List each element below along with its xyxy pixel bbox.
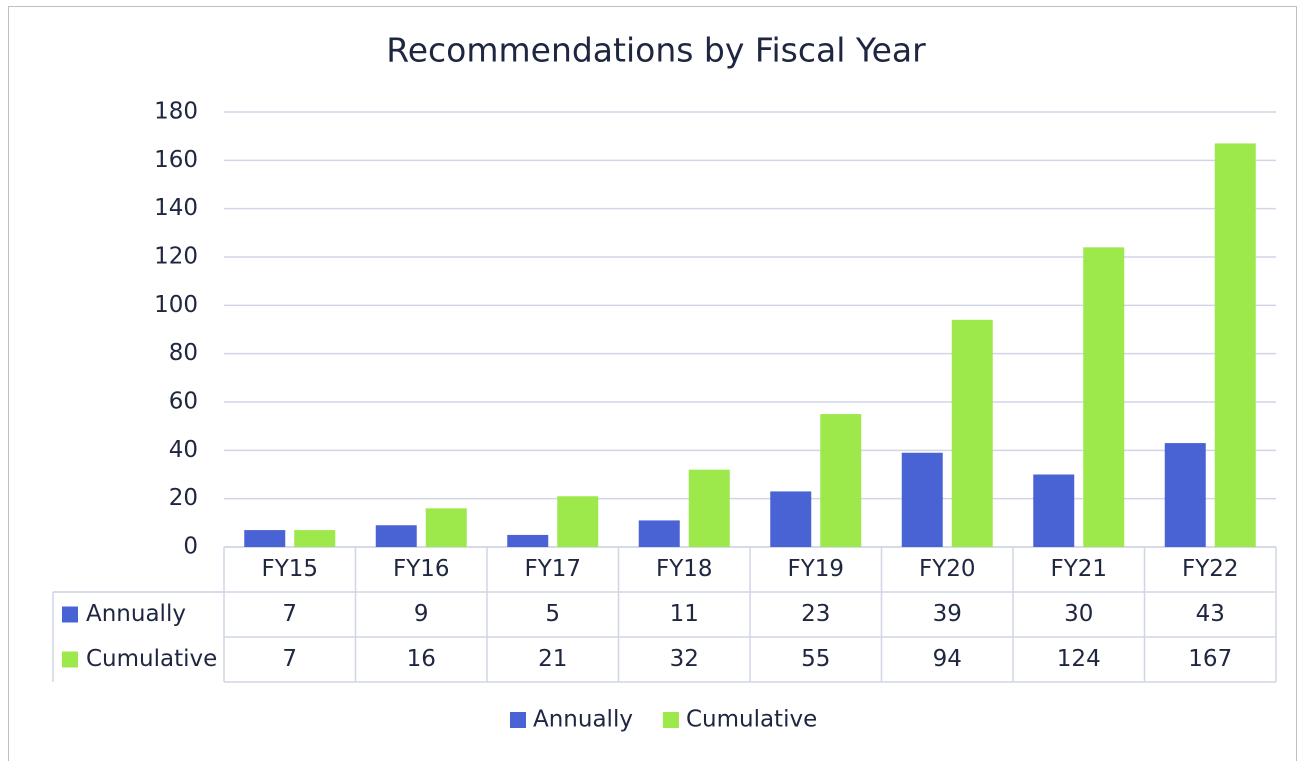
- table-row-label: Annually: [86, 601, 186, 627]
- x-tick-label: FY20: [919, 556, 976, 582]
- y-tick-label: 180: [154, 99, 198, 125]
- table-value: 30: [1064, 601, 1093, 627]
- table-value: 32: [670, 646, 699, 672]
- bar: [557, 496, 599, 547]
- chart-title: Recommendations by Fiscal Year: [386, 31, 926, 70]
- chart-frame: [8, 6, 1297, 761]
- y-tick-label: 40: [169, 437, 198, 463]
- table-value: 16: [407, 646, 436, 672]
- table-value: 11: [670, 601, 699, 627]
- table-key: [62, 606, 78, 623]
- bar: [294, 530, 336, 547]
- x-tick-label: FY22: [1182, 556, 1239, 582]
- y-tick-label: 100: [154, 292, 198, 318]
- x-tick-label: FY18: [656, 556, 713, 582]
- legend-label: Annually: [533, 707, 633, 733]
- bar: [638, 520, 680, 547]
- table-value: 124: [1057, 646, 1101, 672]
- x-tick-label: FY17: [524, 556, 581, 582]
- x-tick-label: FY19: [787, 556, 844, 582]
- bar: [244, 530, 286, 547]
- table-value: 21: [538, 646, 567, 672]
- legend-label: Cumulative: [686, 707, 817, 733]
- table-value: 43: [1196, 601, 1225, 627]
- table-value: 39: [933, 601, 962, 627]
- table-value: 55: [801, 646, 830, 672]
- bar: [901, 452, 943, 547]
- legend-key: [662, 712, 679, 728]
- table-value: 94: [933, 646, 962, 672]
- table-value: 167: [1188, 646, 1232, 672]
- bar: [820, 414, 862, 547]
- y-tick-label: 60: [169, 389, 198, 415]
- y-tick-label: 120: [154, 244, 198, 270]
- x-tick-label: FY15: [261, 556, 318, 582]
- bar: [1083, 247, 1125, 548]
- bar: [770, 491, 812, 547]
- y-tick-label: 80: [169, 340, 198, 366]
- table-value: 7: [282, 601, 297, 627]
- y-tick-label: 160: [154, 147, 198, 173]
- bar: [951, 319, 993, 547]
- y-tick-label: 140: [154, 195, 198, 221]
- bar: [507, 534, 549, 547]
- y-tick-label: 20: [169, 485, 198, 511]
- table-key: [62, 651, 78, 668]
- table-row-label: Cumulative: [86, 646, 217, 672]
- table-value: 9: [414, 601, 429, 627]
- bar: [1164, 443, 1206, 547]
- x-tick-label: FY21: [1050, 556, 1107, 582]
- bar: [425, 508, 467, 547]
- table-value: 7: [282, 646, 297, 672]
- table-value: 23: [801, 601, 830, 627]
- bar: [688, 469, 730, 547]
- bar: [375, 525, 417, 547]
- table-value: 5: [545, 601, 560, 627]
- bar: [1214, 143, 1256, 547]
- x-tick-label: FY16: [393, 556, 450, 582]
- legend-key: [510, 712, 526, 728]
- y-tick-label: 0: [183, 534, 198, 560]
- bar: [1033, 474, 1075, 547]
